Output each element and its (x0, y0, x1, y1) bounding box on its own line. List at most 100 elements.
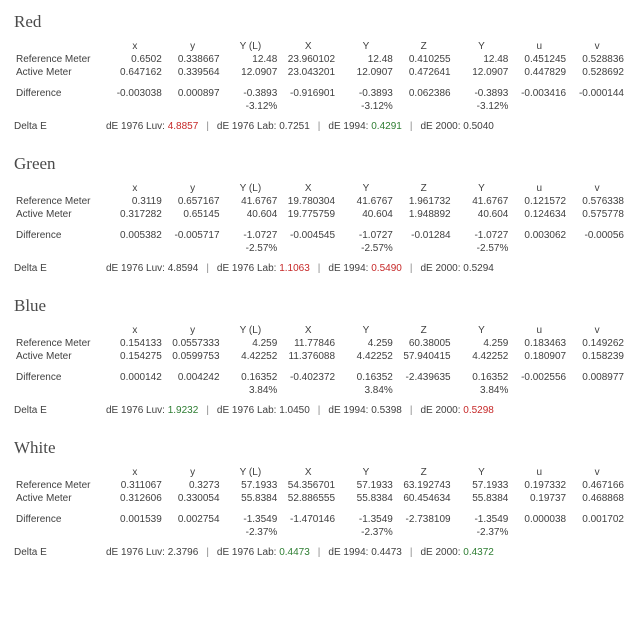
delta-e-value: 0.4372 (463, 547, 494, 558)
data-table: xyY (L)XYZYuvReference Meter0.31190.6571… (14, 182, 626, 255)
row-label-act: Active Meter (14, 492, 106, 505)
ref-value: 60.38005 (395, 337, 453, 350)
ref-value: 0.0557333 (164, 337, 222, 350)
separator: | (410, 263, 413, 274)
section-blue: BluexyY (L)XYZYuvReference Meter0.154133… (14, 296, 626, 416)
delta-e-label: dE 1976 Luv: (106, 121, 165, 132)
act-value: 0.312606 (106, 492, 164, 505)
data-table: xyY (L)XYZYuvReference Meter0.65020.3386… (14, 40, 626, 113)
column-header: v (568, 466, 626, 479)
act-value: 12.0907 (453, 66, 511, 79)
diff-value: -2.738109 (395, 513, 453, 526)
ref-value: 4.259 (453, 337, 511, 350)
diff-pct (510, 384, 568, 397)
section-title: Green (14, 154, 626, 174)
section-white: WhitexyY (L)XYZYuvReference Meter0.31106… (14, 438, 626, 558)
ref-value: 0.311067 (106, 479, 164, 492)
section-title: Blue (14, 296, 626, 316)
act-value: 40.604 (337, 208, 395, 221)
delta-e-value: 0.5040 (463, 121, 494, 132)
delta-e-value: 0.7251 (279, 121, 310, 132)
ref-value: 12.48 (222, 53, 280, 66)
ref-value: 0.467166 (568, 479, 626, 492)
row-label-diff: Difference (14, 87, 106, 100)
diff-value: -0.00056 (568, 229, 626, 242)
column-header: X (279, 324, 337, 337)
diff-value: -1.3549 (337, 513, 395, 526)
diff-value: 0.001702 (568, 513, 626, 526)
column-header: Y (L) (222, 466, 280, 479)
section-title: White (14, 438, 626, 458)
act-value: 0.124634 (510, 208, 568, 221)
ref-value: 0.121572 (510, 195, 568, 208)
ref-value: 0.154133 (106, 337, 164, 350)
blank-cell (14, 526, 106, 539)
delta-e-label: dE 1994: (328, 547, 368, 558)
delta-e-label: dE 1976 Luv: (106, 547, 165, 558)
delta-e-value: 0.5398 (371, 405, 402, 416)
diff-pct (164, 242, 222, 255)
diff-value: -0.003416 (510, 87, 568, 100)
diff-value: -0.005717 (164, 229, 222, 242)
act-value: 60.454634 (395, 492, 453, 505)
diff-pct: -2.37% (453, 526, 511, 539)
act-value: 23.043201 (279, 66, 337, 79)
ref-value: 0.6502 (106, 53, 164, 66)
column-header: v (568, 182, 626, 195)
ref-value: 1.961732 (395, 195, 453, 208)
diff-value: -0.01284 (395, 229, 453, 242)
column-header: y (164, 182, 222, 195)
separator: | (318, 263, 321, 274)
diff-pct (568, 384, 626, 397)
diff-value: -1.3549 (453, 513, 511, 526)
act-value: 0.468868 (568, 492, 626, 505)
column-header: Z (395, 40, 453, 53)
column-header: x (106, 466, 164, 479)
diff-value: -0.002556 (510, 371, 568, 384)
diff-value: 0.16352 (337, 371, 395, 384)
diff-pct (395, 242, 453, 255)
act-value: 55.8384 (453, 492, 511, 505)
separator: | (318, 405, 321, 416)
column-header: y (164, 466, 222, 479)
data-table: xyY (L)XYZYuvReference Meter0.3110670.32… (14, 466, 626, 539)
ref-value: 19.780304 (279, 195, 337, 208)
row-label-ref: Reference Meter (14, 479, 106, 492)
delta-e-row: Delta EdE 1976 Luv: 1.9232|dE 1976 Lab: … (14, 405, 626, 416)
diff-value: -0.003038 (106, 87, 164, 100)
delta-e-label: dE 2000: (420, 405, 460, 416)
diff-value: -0.3893 (222, 87, 280, 100)
ref-value: 54.356701 (279, 479, 337, 492)
diff-pct (279, 242, 337, 255)
diff-pct (395, 100, 453, 113)
row-label-diff: Difference (14, 229, 106, 242)
diff-pct (279, 526, 337, 539)
column-header: Z (395, 466, 453, 479)
diff-value: -0.402372 (279, 371, 337, 384)
column-header: y (164, 40, 222, 53)
column-header: Y (453, 324, 511, 337)
act-value: 0.65145 (164, 208, 222, 221)
diff-pct (568, 526, 626, 539)
act-value: 55.8384 (337, 492, 395, 505)
ref-value: 0.451245 (510, 53, 568, 66)
diff-value: -1.3549 (222, 513, 280, 526)
separator: | (206, 121, 209, 132)
diff-pct: -2.57% (453, 242, 511, 255)
ref-value: 0.338667 (164, 53, 222, 66)
diff-value: -0.3893 (337, 87, 395, 100)
diff-value: -0.000144 (568, 87, 626, 100)
delta-e-l2000: dE 2000: 0.4372 (420, 547, 493, 558)
diff-value: -2.439635 (395, 371, 453, 384)
column-header: Y (337, 466, 395, 479)
section-red: RedxyY (L)XYZYuvReference Meter0.65020.3… (14, 12, 626, 132)
separator: | (206, 263, 209, 274)
delta-e-value: 0.5490 (371, 263, 402, 274)
column-header: u (510, 324, 568, 337)
diff-pct (279, 384, 337, 397)
column-header: v (568, 324, 626, 337)
row-label-de: Delta E (14, 263, 106, 274)
delta-e-value: 0.4473 (279, 547, 310, 558)
delta-e-label: dE 2000: (420, 121, 460, 132)
diff-pct (568, 100, 626, 113)
